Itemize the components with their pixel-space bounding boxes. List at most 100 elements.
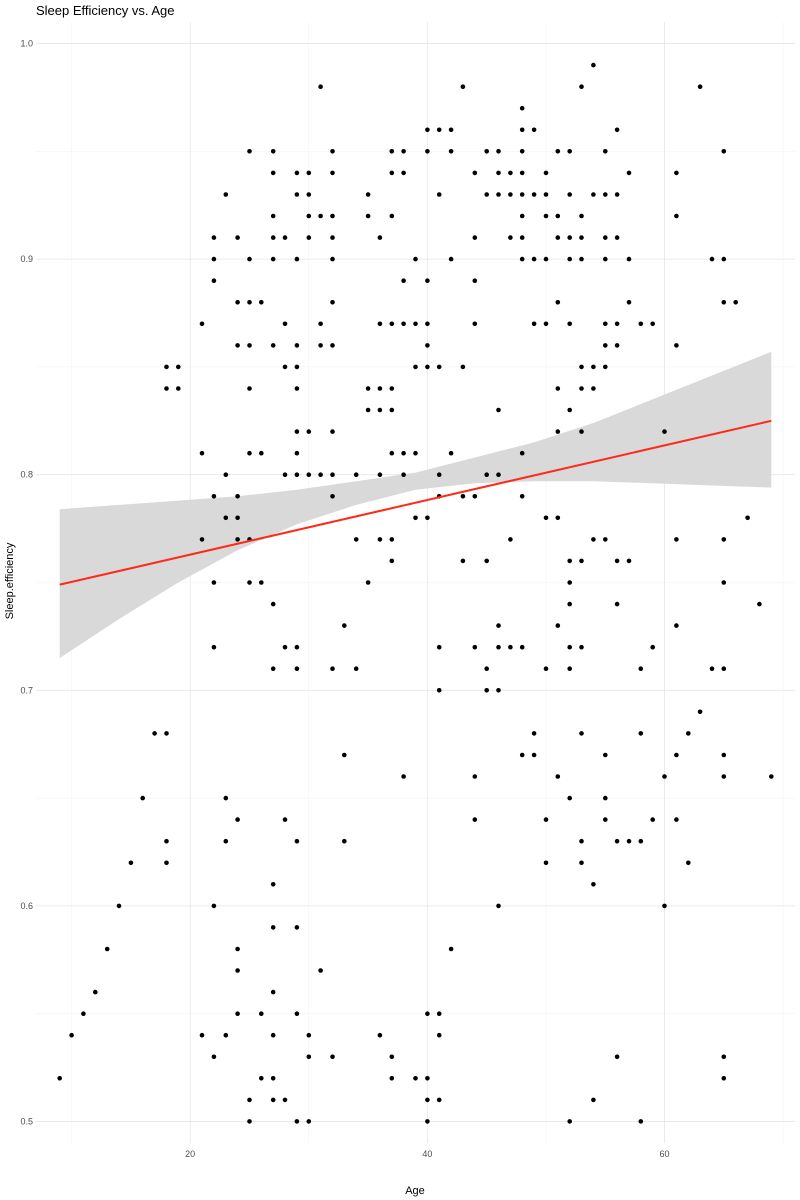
data-point (247, 1097, 252, 1103)
data-point (425, 1076, 430, 1081)
regression-line (59, 419, 772, 586)
data-point (377, 537, 383, 542)
data-point (508, 644, 513, 650)
data-point (567, 1119, 572, 1124)
y-tick-label: 0.6 (20, 901, 33, 911)
data-point (579, 558, 584, 564)
data-point (235, 817, 240, 822)
data-point (223, 472, 229, 478)
data-point (425, 278, 430, 284)
data-point (674, 170, 679, 176)
data-point (270, 882, 276, 887)
data-point (662, 429, 667, 434)
data-point (721, 580, 727, 585)
data-point (603, 192, 608, 197)
data-point (519, 149, 525, 154)
data-point (603, 343, 608, 348)
data-point (721, 149, 727, 154)
data-point (330, 149, 335, 154)
data-point (389, 386, 395, 391)
data-point (555, 149, 561, 154)
data-point (128, 860, 134, 866)
data-point (330, 666, 335, 671)
data-point (496, 644, 501, 650)
data-point (294, 192, 300, 197)
data-point (674, 537, 679, 542)
data-point (603, 235, 608, 240)
data-point (555, 213, 561, 219)
data-point (519, 235, 525, 240)
data-point (199, 537, 205, 542)
data-point (330, 429, 335, 434)
data-point (294, 343, 300, 348)
data-point (638, 838, 644, 844)
data-point (614, 321, 620, 327)
data-point (211, 235, 217, 240)
data-point (342, 623, 347, 628)
data-point (270, 666, 276, 671)
data-point (519, 105, 525, 111)
data-point (365, 407, 371, 413)
data-point (496, 192, 501, 197)
data-point (436, 127, 442, 133)
data-point (484, 472, 490, 478)
data-point (436, 472, 442, 478)
data-point (472, 321, 478, 327)
data-point (389, 170, 395, 176)
data-point (282, 472, 288, 478)
data-point (377, 472, 383, 478)
data-point (330, 300, 335, 305)
data-point (330, 170, 335, 176)
data-point (519, 752, 525, 758)
x-axis-label: Age (405, 1185, 425, 1197)
data-point (164, 838, 169, 844)
data-point (543, 321, 549, 327)
data-point (436, 364, 442, 370)
data-point (567, 407, 572, 413)
data-point (152, 731, 157, 736)
data-point (425, 364, 430, 370)
data-point (745, 515, 750, 521)
data-point (591, 192, 596, 197)
data-point (365, 386, 371, 391)
data-point (401, 321, 406, 327)
data-point (496, 688, 501, 693)
data-point (626, 838, 632, 844)
data-point (413, 364, 418, 370)
data-point (401, 170, 406, 176)
data-point (247, 300, 252, 305)
data-point (484, 558, 490, 564)
data-point (389, 558, 395, 564)
data-point (413, 1076, 418, 1081)
y-axis-label: Sleep.efficiency (4, 542, 16, 619)
data-point (484, 688, 490, 693)
data-point (579, 838, 584, 844)
data-point (567, 558, 572, 564)
data-point (591, 1097, 596, 1103)
data-point (389, 1076, 395, 1081)
data-point (579, 644, 584, 650)
data-point (519, 644, 525, 650)
data-point (496, 170, 501, 176)
data-point (638, 321, 644, 327)
data-point (603, 795, 608, 801)
data-point (365, 580, 371, 585)
data-point (270, 343, 276, 348)
data-point (674, 623, 679, 628)
data-point (567, 235, 572, 240)
data-point (259, 580, 264, 585)
data-point (448, 127, 454, 133)
data-point (270, 601, 276, 607)
data-point (235, 300, 240, 305)
data-point (294, 666, 300, 671)
data-point (496, 623, 501, 628)
data-point (211, 256, 217, 262)
data-point (650, 644, 655, 650)
data-point (81, 1011, 86, 1016)
data-point (626, 300, 632, 305)
data-point (116, 903, 122, 909)
data-point (614, 558, 620, 564)
data-point (472, 170, 478, 176)
data-point (721, 774, 727, 779)
data-point (294, 472, 300, 478)
